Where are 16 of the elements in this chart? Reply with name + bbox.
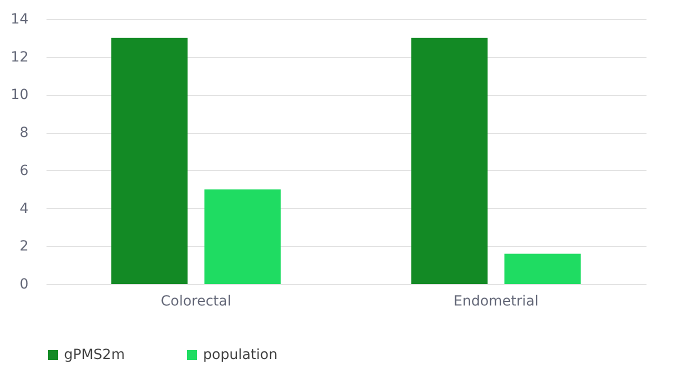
y-tick-label: 12 bbox=[10, 49, 28, 66]
bar bbox=[204, 189, 281, 284]
y-tick-label: 14 bbox=[10, 12, 29, 28]
legend-label: population bbox=[203, 347, 278, 363]
y-tick-label: 2 bbox=[20, 238, 28, 255]
x-tick-label: Colorectal bbox=[160, 294, 232, 310]
y-tick-label: 6 bbox=[20, 162, 29, 179]
bar bbox=[111, 38, 188, 284]
legend-label: gPMS2m bbox=[64, 347, 125, 363]
bar bbox=[411, 38, 488, 284]
y-tick-label: 10 bbox=[10, 87, 28, 104]
y-tick-label: 8 bbox=[20, 125, 28, 142]
y-tick-label: 4 bbox=[20, 200, 29, 217]
x-tick-label: Endometrial bbox=[453, 294, 539, 310]
y-tick-label: 0 bbox=[20, 276, 28, 292]
bar bbox=[504, 254, 581, 284]
